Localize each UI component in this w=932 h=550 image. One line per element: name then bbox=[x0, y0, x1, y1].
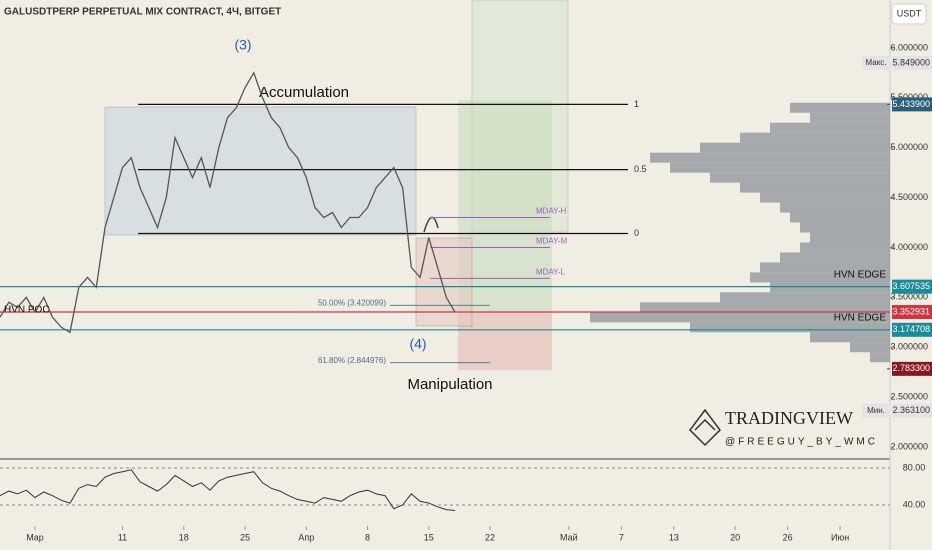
x-tick-label: Мар bbox=[26, 532, 44, 542]
volume-profile-bar bbox=[770, 282, 890, 293]
volume-profile-bar bbox=[790, 102, 890, 113]
volume-profile-bar bbox=[750, 272, 890, 283]
currency-box bbox=[891, 3, 927, 25]
volume-profile-bar bbox=[770, 122, 890, 133]
volume-profile-bar bbox=[670, 162, 890, 173]
watermark-logo bbox=[689, 408, 721, 447]
y-tick-label: 2.000000 bbox=[890, 441, 928, 451]
level-label: HVN EDGE bbox=[834, 312, 887, 323]
price-tag bbox=[892, 322, 932, 337]
volume-profile-bar bbox=[650, 152, 890, 163]
price-tag bbox=[892, 305, 932, 320]
manipulation-box bbox=[415, 237, 473, 327]
chart-title: GALUSDTPERP PERPETUAL MIX CONTRACT, 4Ч, … bbox=[4, 7, 281, 18]
price-tag bbox=[892, 361, 932, 376]
fib-retracement-label: 61.80% (2.844976) bbox=[318, 356, 386, 365]
x-tick-label: Май bbox=[560, 532, 578, 542]
x-tick-label: 13 bbox=[669, 532, 679, 542]
x-tick-label: 26 bbox=[783, 532, 793, 542]
volume-profile-bar bbox=[800, 222, 890, 233]
volume-profile-bar bbox=[700, 142, 890, 153]
loss-zone bbox=[458, 312, 552, 370]
price-tag-name-box bbox=[862, 55, 891, 70]
x-tick-label: 11 bbox=[118, 532, 127, 542]
y-tick-label: 5.000000 bbox=[890, 142, 928, 152]
rsi-line bbox=[0, 469, 456, 511]
volume-profile-bar bbox=[870, 352, 890, 363]
volume-profile-bar bbox=[760, 262, 890, 273]
wave-label: (4) bbox=[409, 336, 426, 352]
volume-profile-bar bbox=[800, 242, 890, 253]
watermark: TRADINGVIEW bbox=[725, 408, 853, 428]
y-tick-label: 6.000000 bbox=[890, 42, 928, 52]
price-tag-label: 2.783300 bbox=[892, 363, 930, 373]
price-tag-name: Мин. bbox=[867, 406, 885, 415]
x-tick-label: 25 bbox=[240, 532, 250, 542]
y-tick-label: 2.500000 bbox=[890, 392, 928, 402]
x-tick-label: 18 bbox=[179, 532, 189, 542]
price-tag-label: 3.174708 bbox=[892, 324, 930, 334]
price-tag-label: 5.433900 bbox=[892, 99, 930, 109]
price-tag bbox=[892, 279, 932, 294]
volume-profile-bar bbox=[720, 292, 890, 303]
volume-profile-bar bbox=[790, 212, 890, 223]
rsi-tick-label: 40.00 bbox=[903, 499, 926, 509]
price-tag bbox=[892, 97, 932, 112]
volume-profile-bar bbox=[710, 172, 890, 183]
annotation: Accumulation bbox=[259, 84, 349, 101]
volume-profile-bar bbox=[740, 132, 890, 143]
volume-profile-bar bbox=[780, 202, 890, 213]
accumulation-box bbox=[104, 106, 417, 236]
price-tag-name: Макс. bbox=[865, 58, 886, 67]
wave-label: (3) bbox=[234, 37, 251, 53]
volume-profile-bar bbox=[640, 302, 890, 313]
volume-profile-bar bbox=[810, 232, 890, 243]
price-tag-name-box bbox=[862, 403, 891, 418]
y-tick-label: 3.500000 bbox=[890, 292, 928, 302]
price-tag-label: 2.363100 bbox=[892, 405, 930, 415]
level-label: HVN POC bbox=[4, 305, 50, 316]
mday-label: MDAY-H bbox=[536, 207, 566, 216]
price-tag-label: 3.352931 bbox=[892, 306, 930, 316]
x-tick-label: Апр bbox=[298, 532, 314, 542]
volume-profile-bar bbox=[850, 342, 890, 353]
x-tick-label: 7 bbox=[619, 532, 624, 542]
rsi-tick-label: 80.00 bbox=[903, 462, 926, 472]
volume-profile-bar bbox=[740, 182, 890, 193]
y-tick-label: 4.000000 bbox=[890, 242, 928, 252]
x-tick-label: 20 bbox=[730, 532, 740, 542]
fib-ratio: 0.5 bbox=[634, 164, 647, 174]
price-tag bbox=[892, 403, 932, 418]
x-tick-label: 8 bbox=[365, 532, 370, 542]
currency: USDT bbox=[897, 8, 922, 18]
price-tag-label: 5.849000 bbox=[892, 57, 930, 67]
profit-zone bbox=[458, 100, 552, 312]
y-tick-label: 4.500000 bbox=[890, 192, 928, 202]
volume-profile-bar bbox=[810, 112, 890, 123]
volume-profile-bar bbox=[780, 252, 890, 263]
y-tick-label: 3.000000 bbox=[890, 342, 928, 352]
price-tag-label: 3.607535 bbox=[892, 281, 930, 291]
x-tick-label: Июн bbox=[831, 532, 849, 542]
price-line bbox=[0, 71, 456, 334]
mday-label: MDAY-L bbox=[536, 268, 565, 277]
volume-profile-bar bbox=[760, 192, 890, 203]
price-tag bbox=[892, 55, 932, 70]
volume-profile-bar bbox=[810, 332, 890, 343]
fib-retracement-label: 50.00% (3.420099) bbox=[318, 298, 386, 307]
x-tick-label: 22 bbox=[485, 532, 495, 542]
level-label: HVN EDGE bbox=[834, 269, 887, 280]
volume-profile-bar bbox=[590, 312, 890, 323]
volume-profile-bar bbox=[690, 322, 890, 333]
y-tick-label: 5.500000 bbox=[890, 92, 928, 102]
annotation: Manipulation bbox=[407, 376, 492, 393]
mday-label: MDAY-M bbox=[536, 237, 567, 246]
fib-ratio: 1 bbox=[634, 99, 639, 109]
x-tick-label: 15 bbox=[424, 532, 434, 542]
author: @FREEGUY_BY_WMC bbox=[725, 437, 878, 448]
fib-ratio: 0 bbox=[634, 228, 639, 238]
